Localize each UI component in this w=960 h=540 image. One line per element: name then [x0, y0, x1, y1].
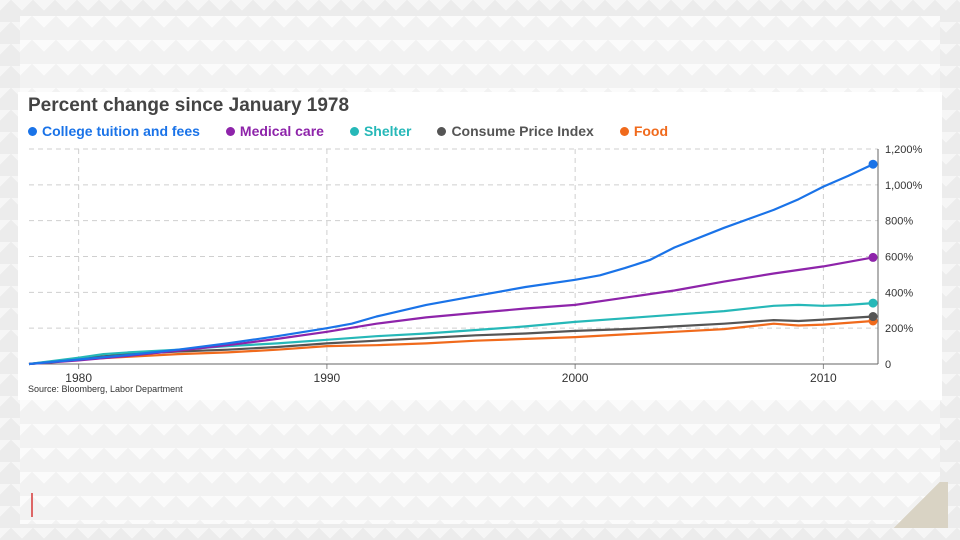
chart-source: Source: Bloomberg, Labor Department	[28, 384, 183, 394]
series-line-medical	[28, 256, 874, 366]
series-endpoint-shelter	[868, 298, 878, 308]
x-tick-label: 2000	[562, 371, 589, 385]
legend-item-shelter: Shelter	[349, 123, 412, 139]
legend-label-college: College tuition and fees	[42, 123, 200, 139]
legend-label-food: Food	[633, 123, 669, 139]
legend-label-medical: Medical care	[239, 123, 324, 139]
legend-marker-cpi	[437, 126, 447, 136]
chart-panel: 0 200% 400% 600% 800% 1,000% 1,200% 1980 1990 200…	[18, 92, 942, 400]
y-tick-label: 800%	[885, 216, 913, 228]
series-line-food	[28, 319, 874, 366]
series-line-cpi	[28, 315, 874, 366]
slide-marker	[31, 493, 33, 517]
x-tick-label: 1980	[65, 371, 92, 385]
legend-marker-college	[28, 126, 37, 136]
series-line-shelter	[28, 302, 874, 366]
chart-legend: College tuition and fees Medical care Sh…	[28, 123, 668, 139]
page-corner-fold	[886, 482, 948, 528]
legend-marker-medical	[225, 126, 235, 136]
legend-item-food: Food	[619, 123, 669, 139]
x-tick-label: 1990	[314, 371, 341, 385]
legend-marker-shelter	[349, 126, 359, 136]
y-tick-label: 400%	[885, 287, 913, 299]
x-tick-label: 2010	[810, 371, 837, 385]
legend-marker-food	[619, 126, 629, 136]
legend-item-medical: Medical care	[225, 123, 324, 139]
legend-label-cpi: Consume Price Index	[451, 123, 594, 139]
series-endpoint-cpi	[868, 312, 878, 322]
legend-label-shelter: Shelter	[363, 123, 412, 139]
y-tick-label: 1,200%	[885, 144, 923, 156]
legend-item-cpi: Consume Price Index	[437, 123, 594, 139]
y-tick-label: 600%	[885, 252, 913, 264]
series-endpoint-college	[868, 159, 878, 169]
y-tick-label: 0	[885, 359, 891, 371]
line-chart: 0 200% 400% 600% 800% 1,000% 1,200% 1980 1990 200…	[28, 144, 923, 385]
chart-title: Percent change since January 1978	[28, 95, 350, 116]
series-line-college	[28, 163, 874, 366]
y-tick-label: 200%	[885, 323, 913, 335]
series-endpoint-medical	[868, 252, 878, 262]
legend-item-college: College tuition and fees	[28, 123, 200, 139]
y-tick-label: 1,000%	[885, 180, 923, 192]
